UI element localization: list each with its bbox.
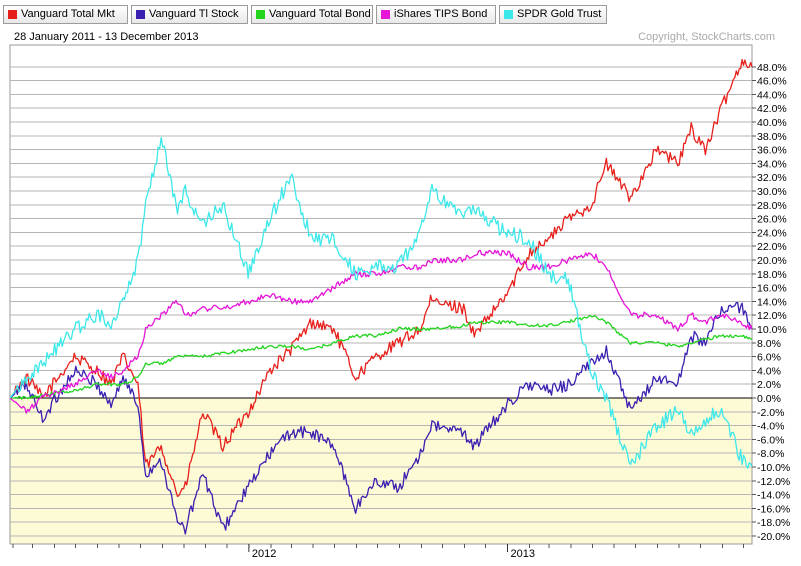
y-tick-label: 18.0% [757,269,787,281]
legend-item-2[interactable]: Vanguard Total Bond [251,5,373,24]
y-tick-label: 20.0% [757,255,787,267]
y-tick-label: -16.0% [757,503,790,515]
y-tick-label: -12.0% [757,476,790,488]
y-tick-label: -6.0% [757,434,784,446]
series-line-2 [10,314,753,400]
legend-label: Vanguard Total Bond [269,8,371,20]
copyright-label: Copyright, StockCharts.com [638,31,775,43]
grid-lines [10,66,752,537]
plot-background [9,44,753,545]
y-tick-label: -20.0% [757,531,790,543]
y-tick-label: 36.0% [757,145,787,157]
y-tick-label: 32.0% [757,172,787,184]
x-axis-labels: 2012 2013 [248,544,535,560]
y-tick-label: -14.0% [757,490,790,502]
legend-swatch [136,10,145,19]
y-tick-label: 22.0% [757,241,787,253]
date-range-label: 28 January 2011 - 13 December 2013 [14,31,199,43]
y-axis-labels: 48.0% 46.0%44.0% 42.0% 40.0% 38.0% 36.0%34.0%… [752,62,790,543]
y-tick-label: 24.0% [757,227,787,239]
y-tick-label: 46.0% [757,76,787,88]
x-axis-ticks [10,543,752,548]
y-tick-label: 0.0% [757,393,781,405]
y-tick-label: 4.0% [757,365,781,377]
legend-item-0[interactable]: Vanguard Total Mkt [3,5,128,24]
y-tick-label: 26.0% [757,214,787,226]
legend-swatch [8,10,17,19]
legend-item-1[interactable]: Vanguard Tl Stock [131,5,248,24]
y-tick-label: 48.0% [757,62,787,74]
y-tick-label: -18.0% [757,517,790,529]
legend-swatch [256,10,265,19]
y-tick-label: 40.0% [757,117,787,129]
y-tick-label: 42.0% [757,103,787,115]
y-tick-label: 34.0% [757,158,787,170]
y-tick-label: -4.0% [757,421,784,433]
x-tick-label: 2013 [510,548,534,560]
series-line-0 [9,58,753,498]
legend-label: iShares TIPS Bond [394,8,488,20]
y-tick-label: 14.0% [757,296,787,308]
legend-swatch [381,10,390,19]
negative-region [10,398,752,544]
y-tick-label: 10.0% [757,324,787,336]
positive-region [10,45,752,398]
series-line-3 [9,249,753,414]
y-tick-label: 6.0% [757,352,781,364]
legend-label: Vanguard Tl Stock [149,8,239,20]
y-tick-label: -10.0% [757,462,790,474]
y-tick-label: 16.0% [757,283,787,295]
y-tick-label: 28.0% [757,200,787,212]
legend-swatch [504,10,513,19]
y-tick-label: -2.0% [757,407,784,419]
series-lines [9,58,753,535]
legend: Vanguard Total Mkt Vanguard Tl Stock Vangu… [0,0,801,28]
y-tick-label: -8.0% [757,448,784,460]
legend-label: SPDR Gold Trust [517,8,602,20]
y-tick-label: 30.0% [757,186,787,198]
y-tick-label: 8.0% [757,338,781,350]
y-tick-label: 44.0% [757,89,787,101]
y-tick-label: 2.0% [757,379,781,391]
legend-label: Vanguard Total Mkt [21,8,115,20]
x-tick-label: 2012 [252,548,276,560]
series-line-1 [9,302,753,535]
y-tick-label: 12.0% [757,310,787,322]
series-line-4 [9,136,753,469]
legend-item-4[interactable]: SPDR Gold Trust [499,5,607,24]
legend-item-3[interactable]: iShares TIPS Bond [376,5,496,24]
y-tick-label: 38.0% [757,131,787,143]
